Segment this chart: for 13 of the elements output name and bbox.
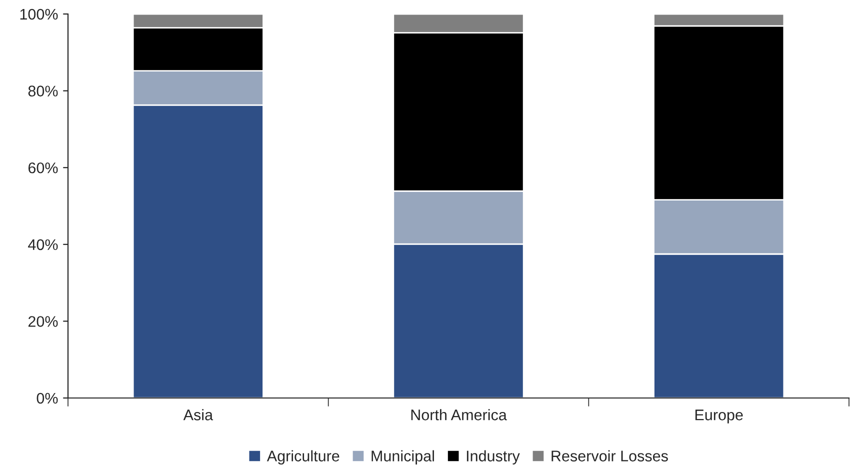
y-tick-label: 0% (36, 392, 58, 404)
y-tick-label: 60% (28, 162, 58, 174)
legend-label: Industry (466, 450, 520, 464)
x-tick-label: Asia (183, 409, 214, 420)
y-tick-label: 40% (28, 239, 58, 250)
y-tick-label: 100% (20, 8, 58, 20)
legend-label: Agriculture (266, 450, 340, 464)
y-tick-label: 80% (28, 86, 58, 96)
y-tick-label: 20% (28, 316, 58, 327)
legend-label: Municipal (372, 450, 434, 464)
legend-label: Reservoir Losses (552, 450, 668, 462)
x-tick-label: North America (411, 409, 507, 420)
x-tick-label: Europe (695, 410, 743, 424)
